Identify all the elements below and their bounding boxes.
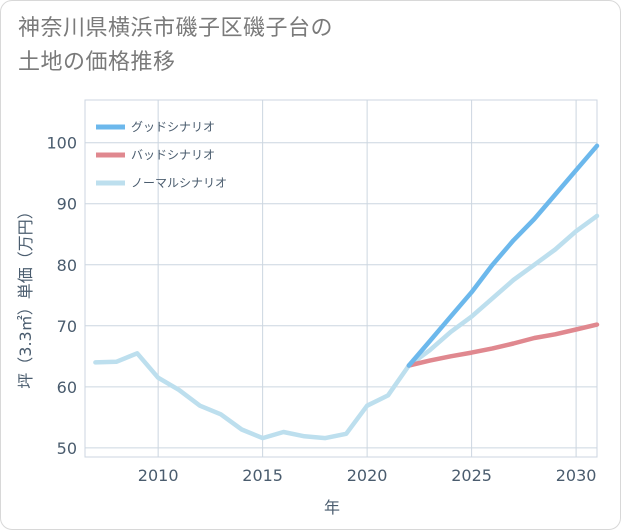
series-line-0	[406, 143, 600, 368]
y-axis-title: 坪（3.3㎡）単価（万円）	[16, 203, 35, 388]
x-tick-label: 2015	[242, 466, 283, 485]
x-axis-title: 年	[324, 498, 340, 517]
legend-label: ノーマルシナリオ	[131, 176, 227, 190]
series-line-1	[406, 322, 600, 368]
chart-title-line-2: 土地の価格推移	[18, 50, 176, 75]
chart-title: 神奈川県横浜市磯子区磯子台の 土地の価格推移	[18, 12, 333, 80]
y-tick-label: 70	[57, 317, 77, 336]
y-tick-label: 90	[57, 195, 77, 214]
y-tick-label: 80	[57, 256, 77, 275]
series-lines	[93, 143, 600, 441]
axis-ticks: 2010 2015 2020 2025 2030 50 60 70 80 90 100	[46, 134, 596, 485]
y-tick-label: 60	[57, 378, 77, 397]
x-tick-label: 2025	[451, 466, 492, 485]
y-tick-label: 50	[57, 439, 77, 458]
y-tick-label: 100	[46, 134, 77, 153]
chart-title-line-1: 神奈川県横浜市磯子区磯子台の	[18, 16, 334, 41]
legend-label: バッドシナリオ	[131, 148, 215, 162]
series-line-2	[93, 213, 600, 441]
x-tick-label: 2020	[347, 466, 388, 485]
plot-frame	[84, 99, 598, 458]
legend-label: グッドシナリオ	[131, 120, 215, 134]
grid	[84, 99, 598, 458]
x-tick-label: 2010	[138, 466, 179, 485]
x-tick-label: 2030	[556, 466, 597, 485]
